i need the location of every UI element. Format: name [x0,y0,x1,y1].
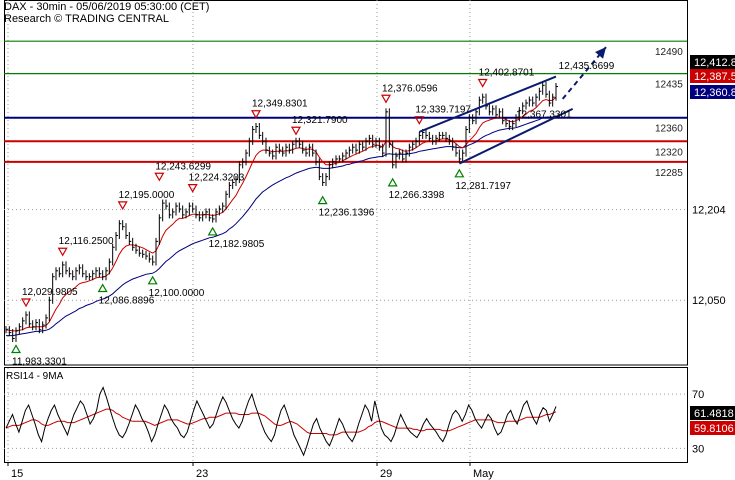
ma-slow-line [6,115,557,337]
annotation-label: 12,100.0000 [149,288,205,299]
rsi-value-tag-fast [690,421,735,435]
up-arrow-marker [454,168,465,178]
rsi-value-tag-label: 59.8106 [694,423,734,435]
down-arrow-marker [380,94,392,104]
rsi-tick-label: 70 [692,389,704,401]
rsi-line [5,386,557,457]
down-arrow-marker [57,247,68,257]
level-label-12435: 12435 [655,80,683,91]
value-tag-fast [690,69,735,83]
down-arrow-marker [154,172,165,182]
annotation-label: 12,266.3398 [389,190,445,201]
annotation-label: 12,367.3301 [516,109,572,120]
annotation-label: 12,376.0596 [382,83,438,94]
price-bars [5,81,558,343]
down-arrow-marker [187,184,198,193]
level-label-12320: 12320 [655,147,683,158]
target-arrow-line [561,46,607,100]
channel-upper-line [418,75,557,133]
down-arrow-marker [290,126,302,136]
down-arrow-marker [117,201,128,211]
chart-source: Research © TRADING CENTRAL [4,13,169,25]
value-tag-label: 12,412.8 [694,57,735,69]
annotation-label: 12,224.3203 [189,173,245,184]
x-tick-label: May [473,468,494,480]
up-arrow-marker [147,275,158,285]
x-tick-label: 23 [196,468,208,480]
annotation-label: 12,339.7197 [415,105,471,116]
value-tag-label: 12,360.8 [694,87,735,99]
up-arrow-marker [387,177,398,187]
rsi-tick-label: 30 [692,443,704,455]
annotation-label: 12,182.9805 [209,239,265,250]
down-arrow-marker [250,110,262,119]
target-arrow-head [595,47,606,59]
down-arrow-marker [477,78,488,88]
price-panel-frame [4,0,688,366]
annotation-label: 12,349.8301 [252,99,308,110]
chart-title: DAX - 30min - 05/06/2019 05:30:00 (CET) [4,1,210,13]
up-arrow-marker [207,226,218,236]
annotation-label: 12,243.6299 [155,161,211,172]
x-tick-label: 15 [11,468,23,480]
annotation-label: 12,321.7900 [292,115,348,126]
value-tag-current [690,55,735,69]
up-arrow-marker [10,344,22,354]
level-label-12490: 12490 [655,47,683,58]
value-tag-label: 12,387.5 [694,71,735,83]
rsi-value-tag-label: 61.4818 [694,408,734,420]
ma-fast-line [5,96,557,332]
rsi-title: RSI14 - 9MA [6,371,64,382]
level-label-12360: 12360 [655,124,683,135]
annotation-label: 12,029.9805 [22,287,78,298]
value-tag-slow [690,85,735,99]
rsi-value-tag-current [690,406,735,420]
y-tick-label: 12,050 [692,295,726,307]
up-arrow-marker [317,195,328,205]
annotation-label: 12,281.7197 [455,181,511,192]
annotation-label: 12,435.6699 [559,61,615,72]
rsi-ma-line [5,408,557,436]
level-label-12285: 12285 [655,168,683,179]
y-tick-label: 12,204 [692,205,726,217]
annotation-label: 12,236.1396 [319,208,375,219]
x-tick-label: 29 [380,468,392,480]
channel-lower-line [458,108,574,165]
rsi-panel-frame [4,367,688,463]
down-arrow-marker [414,116,425,125]
annotation-label: 12,086.8896 [99,296,155,307]
annotation-label: 12,195.0000 [119,190,175,201]
annotation-label: 12,116.2500 [59,236,114,247]
up-arrow-marker [97,283,108,293]
annotation-label: 11,983.3301 [12,356,67,367]
annotation-label: 12,402.8701 [479,68,535,79]
down-arrow-marker [20,298,32,308]
